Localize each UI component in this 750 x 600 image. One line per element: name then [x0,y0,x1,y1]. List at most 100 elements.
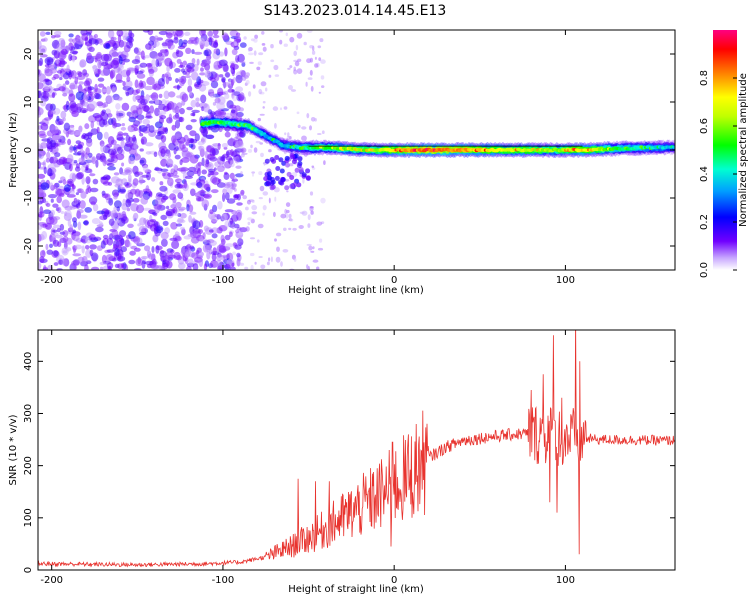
noise-speck [236,132,243,137]
noise-speck [80,239,87,243]
noise-speck [69,82,76,90]
noise-speck [190,112,195,117]
noise-speck [190,188,196,197]
noise-speck [293,50,298,57]
noise-speck [249,61,254,64]
noise-speck [306,30,313,33]
x-tick-label: -200 [40,275,63,286]
noise-speck [160,168,169,172]
noise-speck [320,75,325,80]
noise-speck [234,244,242,250]
noise-speck [221,213,228,221]
noise-speck [89,244,97,250]
noise-speck [276,246,280,252]
noise-speck [110,59,119,69]
noise-speck [128,178,132,186]
noise-speck [85,165,89,171]
noise-speck [97,59,102,69]
noise-speck [107,265,112,270]
noise-speck [65,71,72,76]
noise-speck [41,197,47,203]
noise-speck [296,32,303,39]
noise-speck [52,203,59,208]
noise-speck [175,146,179,152]
noise-speck [91,218,101,225]
noise-speck [150,264,159,270]
noise-speck [210,80,219,89]
noise-speck [284,132,287,136]
noise-speck [208,229,214,233]
noise-speck [136,204,144,214]
x-tick-label: -100 [212,275,235,286]
noise-speck [131,59,141,65]
noise-speck [309,125,312,131]
noise-speck [142,55,146,61]
noise-speck [235,165,242,169]
noise-speck [149,219,157,223]
noise-speck [95,159,99,168]
noise-speck [305,175,311,181]
noise-speck [235,54,239,59]
x-tick-label: 100 [556,275,575,286]
noise-speck [67,138,72,146]
noise-speck [53,250,59,257]
noise-speck [107,148,117,156]
noise-speck [288,136,292,140]
noise-speck [78,214,88,219]
noise-speck [75,91,85,101]
noise-speck [144,245,151,252]
noise-speck [202,232,206,240]
snr-y-label: SNR (10 * v/v) [8,414,19,485]
noise-speck [44,92,48,100]
noise-speck [117,67,122,75]
noise-speck [199,30,207,37]
noise-speck [231,183,234,188]
noise-speck [168,91,176,98]
noise-speck [105,42,111,49]
noise-speck [154,205,160,214]
noise-speck [297,156,303,162]
noise-speck [96,101,104,107]
noise-speck [168,142,177,151]
noise-speck [121,211,127,218]
noise-speck [71,173,76,182]
y-tick-label: 100 [23,508,34,527]
noise-speck [144,85,154,91]
noise-speck [140,95,145,100]
noise-speck [128,259,136,265]
noise-speck [207,30,214,37]
noise-speck [121,102,130,111]
noise-speck [100,143,106,153]
snr-x-ticks: -200 -100 0 100 [40,330,575,586]
noise-speck [243,36,247,40]
noise-speck [53,262,59,266]
x-tick-label: 0 [391,575,397,586]
noise-speck [90,128,99,135]
noise-speck [100,88,109,93]
noise-speck [212,34,220,39]
noise-speck [128,231,136,240]
noise-speck [99,266,104,270]
noise-speck [141,260,146,269]
colorbar-tick-label: 0.2 [699,214,710,230]
y-tick-label: 20 [23,48,34,61]
noise-speck [38,90,41,99]
noise-speck [296,68,303,74]
noise-speck [61,258,68,266]
noise-speck [157,52,163,57]
noise-speck [291,159,297,165]
noise-speck [225,243,234,248]
noise-speck [239,92,245,101]
noise-speck [280,213,287,219]
noise-speck [251,211,258,215]
noise-speck [83,93,89,102]
noise-speck [292,227,297,231]
noise-speck [310,250,315,253]
noise-speck [212,247,217,255]
noise-speck [120,140,125,149]
noise-speck [48,194,57,199]
noise-speck [66,105,70,111]
noise-speck [178,206,186,211]
noise-speck [248,91,252,97]
noise-speck [107,30,115,39]
